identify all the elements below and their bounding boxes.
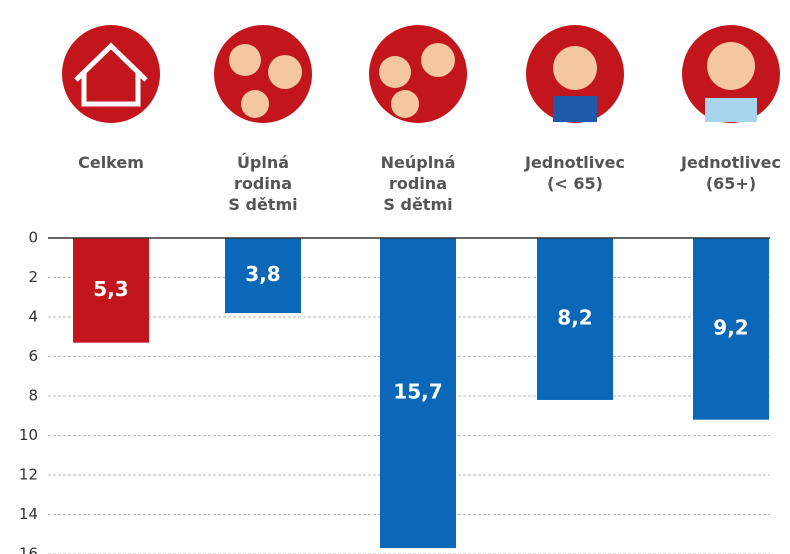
y-tick-label: 12 xyxy=(19,466,38,484)
y-tick-label: 16 xyxy=(19,545,38,554)
icon-face xyxy=(707,42,755,90)
icon-face xyxy=(268,55,302,89)
icon-face xyxy=(391,90,419,118)
y-tick-label: 4 xyxy=(28,308,38,326)
category-label: Jednotlivec (< 65) xyxy=(524,153,626,193)
category-label: Neúplná rodina S dětmi xyxy=(380,153,456,214)
icon-face xyxy=(379,56,411,88)
y-tick-label: 0 xyxy=(28,229,38,247)
value-label: 9,2 xyxy=(713,315,748,339)
icon-house xyxy=(74,42,148,107)
icons xyxy=(62,25,780,123)
value-label: 8,2 xyxy=(557,305,592,329)
y-tick-label: 14 xyxy=(19,505,38,523)
icon-body xyxy=(705,98,757,122)
value-label: 15,7 xyxy=(393,380,442,404)
bar xyxy=(73,238,149,343)
y-tick-label: 2 xyxy=(28,268,38,286)
icon-face xyxy=(229,44,261,76)
value-label: 5,3 xyxy=(93,277,128,301)
category-label: Celkem xyxy=(78,153,144,172)
icon xyxy=(62,25,160,123)
y-tick-label: 10 xyxy=(19,426,38,444)
category-label: Úplná rodina S dětmi xyxy=(228,153,298,214)
icon-face xyxy=(553,46,597,90)
icon-face xyxy=(241,90,269,118)
bar xyxy=(380,238,456,549)
bar xyxy=(225,238,301,314)
bar xyxy=(537,238,613,400)
icon-body xyxy=(553,96,597,122)
y-tick-label: 6 xyxy=(28,347,38,365)
value-label: 3,8 xyxy=(245,262,280,286)
category-label: Jednotlivec (65+) xyxy=(680,153,782,193)
y-tick-label: 8 xyxy=(28,387,38,405)
bar xyxy=(693,238,769,420)
icon-face xyxy=(421,43,455,77)
